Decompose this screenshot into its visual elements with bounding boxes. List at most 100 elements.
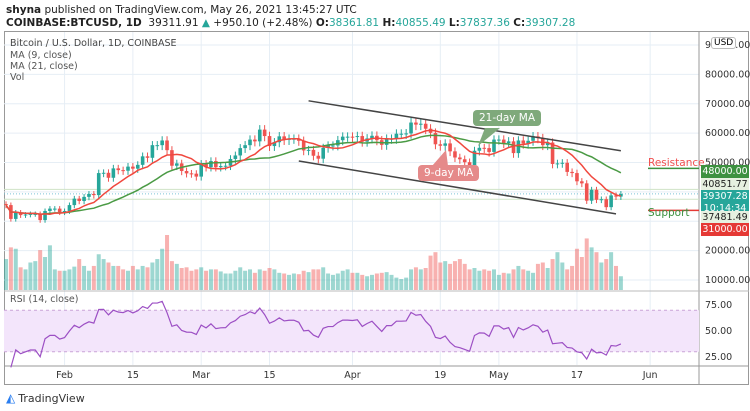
legend-rsi: RSI (14, close)	[10, 294, 79, 305]
candle-body	[33, 213, 38, 215]
candle-body	[77, 198, 81, 201]
candle-body	[399, 133, 404, 135]
candle-body	[257, 129, 262, 142]
candle-body	[531, 136, 535, 141]
low-price-label: 37481.49	[701, 211, 749, 224]
candle-body	[106, 172, 111, 178]
candle-body	[53, 208, 57, 210]
tradingview-logo[interactable]: ◭ TradingView	[6, 391, 85, 405]
volume-bar	[4, 259, 8, 290]
candle-body	[189, 173, 194, 175]
volume-bar	[365, 276, 370, 290]
open-label: O:	[315, 17, 329, 29]
volume-bar	[126, 270, 130, 290]
high-price-label: 40851.77	[701, 178, 749, 191]
volume-bar	[208, 269, 213, 290]
volume-bar	[330, 274, 335, 290]
volume-bar	[282, 273, 287, 290]
candle-body	[62, 210, 67, 213]
volume-bar	[140, 265, 145, 290]
ma21-line	[5, 134, 622, 215]
candle-body	[238, 148, 243, 156]
candle-body	[101, 172, 106, 174]
candle-body	[223, 165, 228, 167]
candle-body	[140, 156, 145, 165]
legend-ma21: MA (21, close)	[10, 61, 78, 72]
candle-body	[116, 168, 121, 171]
candle-body	[506, 141, 511, 144]
volume-bar	[374, 273, 379, 290]
volume-bar	[496, 274, 501, 290]
volume-bar	[8, 247, 13, 290]
volume-bar	[179, 268, 184, 290]
candle-body	[394, 133, 399, 139]
candle-body	[72, 198, 77, 206]
candle-body	[336, 140, 340, 146]
volume-bar	[199, 267, 204, 290]
candle-body	[443, 143, 447, 146]
candle-body	[619, 193, 623, 197]
volume-bar	[18, 267, 23, 290]
volume-bar	[360, 274, 365, 290]
volume-bar	[174, 263, 179, 290]
author: shyna	[6, 4, 42, 16]
ma21-callout-tail	[478, 128, 500, 146]
volume-bar	[43, 257, 48, 290]
candle-body	[355, 136, 360, 138]
candle-body	[150, 145, 155, 158]
ma21-annotation: 21-day MA	[473, 110, 542, 126]
volume-bar	[428, 255, 433, 290]
volume-bar	[135, 269, 140, 290]
x-tick-label: Apr	[344, 370, 361, 381]
volume-bar	[579, 257, 584, 290]
candle-body	[477, 147, 482, 151]
volume-bar	[438, 262, 443, 290]
volume-bar	[492, 269, 496, 290]
volume-bar	[452, 261, 457, 290]
candle-body	[126, 166, 130, 171]
legend-vol: Vol	[10, 72, 25, 83]
last-price: 39311.91	[148, 17, 199, 29]
volume-bar	[389, 274, 394, 290]
volume-bar	[160, 248, 165, 290]
candle-body	[497, 139, 501, 141]
candle-body	[331, 145, 335, 147]
volume-bar	[116, 265, 121, 290]
candle-body	[458, 157, 462, 160]
candle-body	[311, 149, 316, 156]
y-tick-label: 50000.00	[705, 158, 750, 169]
candle-body	[609, 195, 613, 208]
volume-bar	[618, 276, 623, 290]
volume-bar	[516, 265, 521, 290]
volume-bar	[121, 269, 126, 290]
volume-bar	[384, 272, 389, 290]
ma9-line	[5, 129, 622, 216]
candle-body	[555, 163, 560, 165]
volume-bar	[28, 262, 33, 290]
resistance-price-label: 48000.00	[701, 165, 749, 178]
volume-bar	[218, 271, 223, 290]
volume-bar	[535, 263, 540, 290]
volume-bar	[184, 267, 189, 290]
x-tick-label: Feb	[56, 370, 73, 381]
candle-body	[184, 171, 189, 174]
currency-button[interactable]: USD	[711, 37, 737, 49]
volume-bar	[223, 273, 228, 290]
candle-body	[48, 208, 52, 211]
close-label: C:	[513, 17, 526, 29]
volume-bar	[399, 279, 404, 290]
volume-bar	[594, 252, 599, 290]
volume-bar	[379, 272, 384, 290]
candle-body	[175, 163, 179, 166]
x-tick-label: Mar	[192, 370, 210, 381]
candle-body	[350, 136, 355, 138]
volume-bar	[418, 269, 423, 290]
price-change: +950.10 (+2.48%)	[213, 17, 313, 29]
y-tick-label: 20000.00	[705, 246, 750, 257]
volume-bar	[531, 272, 536, 290]
volume-bar	[311, 269, 316, 290]
candle-body	[453, 151, 457, 158]
candle-body	[565, 162, 569, 172]
volume-bar	[409, 269, 414, 290]
